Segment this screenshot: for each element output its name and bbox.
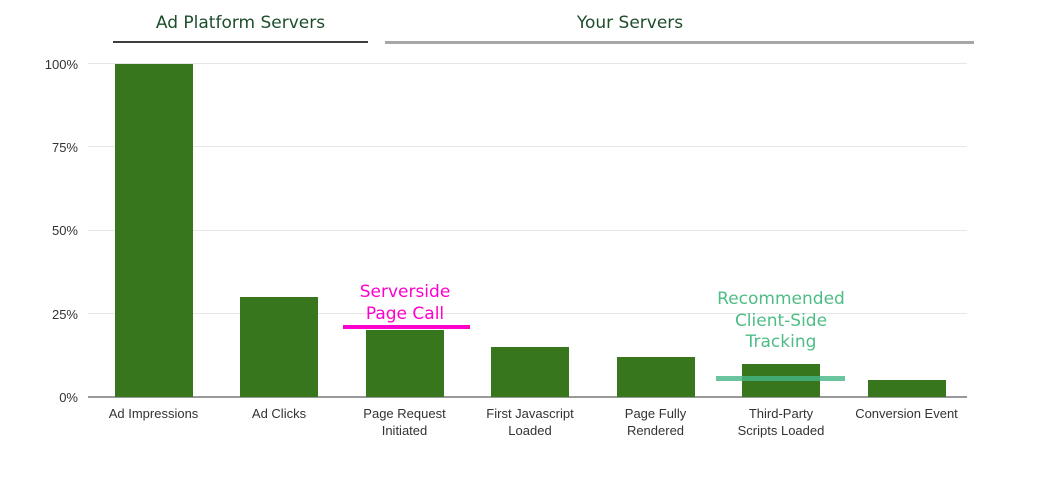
x-axis-label: Third-Party Scripts Loaded — [737, 406, 825, 438]
y-tick-label: 25% — [51, 306, 78, 322]
recommended-label-line2: Client-Side — [734, 310, 828, 331]
group-rule-your-servers — [385, 41, 974, 44]
bar — [365, 330, 444, 397]
serverside-label-line2: Page Call — [365, 303, 445, 324]
serverside-label: Serverside Page Call — [305, 282, 505, 325]
recommended-label: Recommended Client-Side Tracking — [671, 289, 891, 354]
group-rule-ad-platform-servers — [113, 41, 368, 43]
y-tick-label: 100% — [44, 56, 78, 72]
y-tick-label: 75% — [51, 139, 78, 155]
serverside-line — [343, 325, 470, 329]
x-axis-label: First Javascript Loaded — [486, 406, 574, 438]
gridline — [88, 146, 967, 148]
serverside-label-line1: Serverside — [359, 282, 451, 302]
bar — [240, 296, 318, 397]
recommended-label-line1: Recommended — [717, 289, 845, 309]
gridline — [88, 229, 967, 231]
bar — [867, 380, 946, 397]
recommended-label-line3: Tracking — [745, 332, 817, 352]
group-label-ad-platform-servers: Ad Platform Servers — [155, 13, 326, 33]
x-axis-label: Page Request Initiated — [363, 406, 446, 438]
gridline — [88, 63, 967, 64]
bar — [114, 63, 193, 397]
gridline — [88, 313, 967, 315]
x-axis-label: Ad Impressions — [108, 406, 199, 421]
x-axis-label: Conversion Event — [855, 406, 958, 421]
bar — [616, 356, 695, 397]
y-tick-label: 50% — [51, 223, 78, 239]
x-axis-label: Ad Clicks — [251, 406, 307, 421]
x-axis-line — [88, 396, 967, 398]
bar — [491, 346, 569, 397]
recommended-line — [716, 376, 845, 381]
group-label-your-servers: Your Servers — [576, 13, 684, 33]
x-axis-label: Page Fully Rendered — [624, 406, 687, 438]
y-tick-label: 0% — [59, 390, 78, 405]
